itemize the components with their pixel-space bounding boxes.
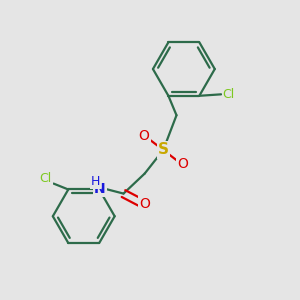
Text: Cl: Cl [223,88,235,101]
Text: O: O [139,196,150,211]
Text: Cl: Cl [40,172,52,185]
Text: O: O [177,157,188,171]
Text: S: S [158,142,169,158]
Text: N: N [94,182,106,196]
Text: O: O [139,129,149,143]
Text: H: H [91,175,100,188]
